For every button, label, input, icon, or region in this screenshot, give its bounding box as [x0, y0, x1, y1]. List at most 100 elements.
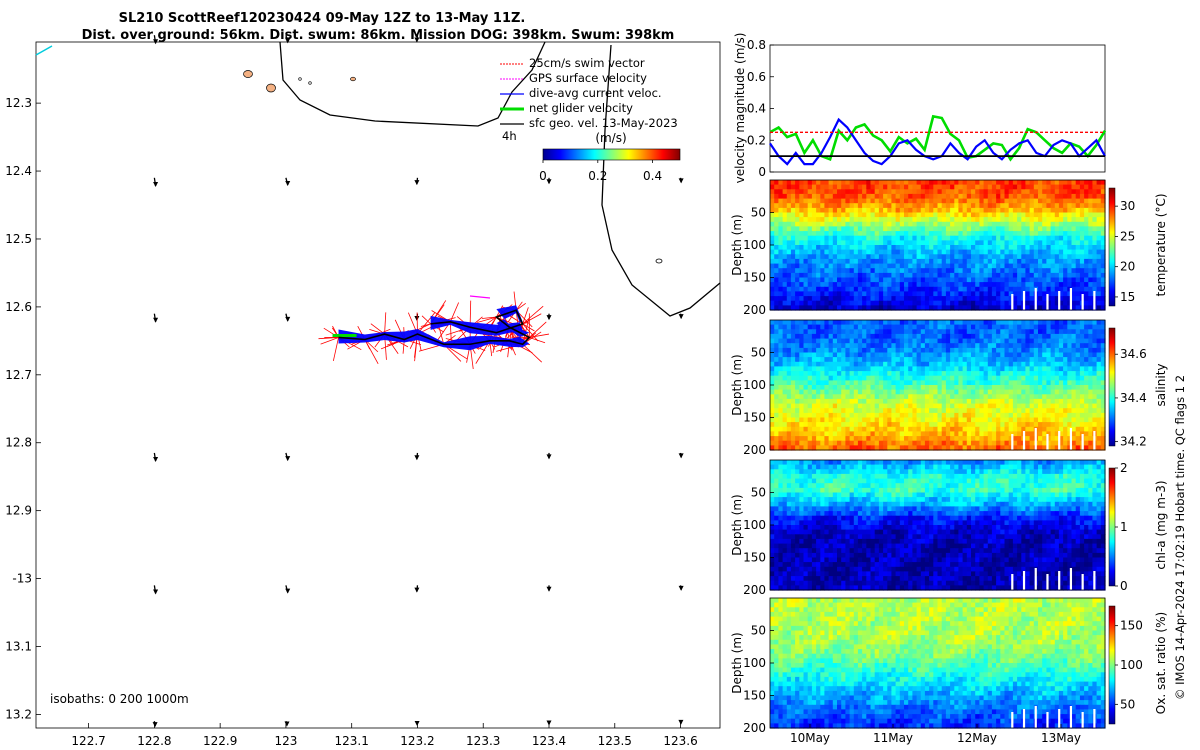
heatmap-cell	[778, 301, 783, 306]
heatmap-cell	[883, 376, 888, 381]
heatmap-cell	[883, 394, 888, 399]
heatmap-cell	[883, 273, 888, 278]
heatmap-cell	[912, 273, 917, 278]
heatmap-cell	[1088, 203, 1093, 208]
heatmap-cell	[854, 254, 859, 259]
heatmap-cell	[938, 399, 943, 404]
heatmap-cell	[984, 296, 989, 301]
heatmap-cell	[837, 199, 842, 204]
heatmap-cell	[979, 291, 984, 296]
heatmap-cell	[963, 199, 968, 204]
heatmap-cell	[1025, 339, 1030, 344]
heatmap-cell	[833, 291, 838, 296]
heatmap-cell	[770, 325, 775, 330]
heatmap-cell	[858, 465, 863, 470]
heatmap-cell	[958, 362, 963, 367]
heatmap-cell	[1067, 339, 1072, 344]
heatmap-cell	[954, 199, 959, 204]
heatmap-cell	[950, 213, 955, 218]
heatmap-cell	[929, 226, 934, 231]
heatmap-cell	[824, 413, 829, 418]
heatmap-cell	[845, 427, 850, 432]
heatmap-cell	[770, 371, 775, 376]
heatmap-cell	[804, 203, 809, 208]
heatmap-cell	[871, 180, 876, 185]
heatmap-cell	[967, 366, 972, 371]
heatmap-cell	[1084, 264, 1089, 269]
heatmap-cell	[904, 404, 909, 409]
heatmap-cell	[942, 385, 947, 390]
heatmap-cell	[824, 301, 829, 306]
heatmap-cell	[984, 325, 989, 330]
heatmap-cell	[954, 339, 959, 344]
heatmap-cell	[1017, 231, 1022, 236]
heatmap-cell	[774, 222, 779, 227]
heatmap-cell	[837, 390, 842, 395]
heatmap-cell	[1072, 264, 1077, 269]
heatmap-cell	[954, 291, 959, 296]
heatmap-cell	[967, 250, 972, 255]
heatmap-cell	[1092, 362, 1097, 367]
heatmap-cell	[778, 278, 783, 283]
heatmap-cell	[820, 245, 825, 250]
heatmap-cell	[891, 404, 896, 409]
heatmap-cell	[1080, 226, 1085, 231]
heatmap-cell	[988, 217, 993, 222]
heatmap-cell	[879, 320, 884, 325]
heatmap-cell	[812, 436, 817, 441]
heatmap-cell	[979, 264, 984, 269]
heatmap-cell	[804, 348, 809, 353]
map-panel: 122.7 122.8 122.9 123 123.1 123.2 123.3 123.4 12…	[5, 35, 720, 748]
heatmap-cell	[808, 180, 813, 185]
heatmap-cell	[850, 325, 855, 330]
heatmap-cell	[850, 217, 855, 222]
heatmap-cell	[808, 259, 813, 264]
heatmap-cell	[1059, 254, 1064, 259]
heatmap-cell	[812, 441, 817, 446]
heatmap-cell	[925, 366, 930, 371]
heatmap-cell	[942, 236, 947, 241]
heatmap-cell	[971, 329, 976, 334]
heatmap-cell	[1059, 245, 1064, 250]
heatmap-cell	[979, 245, 984, 250]
heatmap-cell	[896, 348, 901, 353]
heatmap-cell	[950, 268, 955, 273]
colorbar-tick-label: 20	[1120, 260, 1135, 274]
heatmap-cell	[1025, 343, 1030, 348]
heatmap-cell	[879, 287, 884, 292]
heatmap-cell	[996, 287, 1001, 292]
heatmap-cell	[774, 325, 779, 330]
heatmap-cell	[946, 408, 951, 413]
heatmap-cell	[799, 320, 804, 325]
heatmap-cell	[845, 441, 850, 446]
heatmap-cell	[778, 427, 783, 432]
heatmap-cell	[950, 240, 955, 245]
heatmap-cell	[1055, 273, 1060, 278]
heatmap-cell	[1076, 380, 1081, 385]
heatmap-cell	[1030, 441, 1035, 446]
heatmap-cell	[971, 278, 976, 283]
heatmap-cell	[912, 287, 917, 292]
heatmap-cell	[791, 436, 796, 441]
heatmap-cell	[833, 348, 838, 353]
heatmap-cell	[904, 282, 909, 287]
heatmap-cell	[1034, 362, 1039, 367]
heatmap-cell	[1038, 203, 1043, 208]
heatmap-cell	[795, 371, 800, 376]
heatmap-cell	[1076, 441, 1081, 446]
heatmap-cell	[1000, 357, 1005, 362]
heatmap-cell	[808, 226, 813, 231]
heatmap-cell	[871, 465, 876, 470]
heatmap-cell	[804, 226, 809, 231]
heatmap-cell	[854, 329, 859, 334]
speed-colorbar-tick-label: 0.4	[643, 169, 662, 183]
heatmap-cell	[975, 254, 980, 259]
heatmap-cell	[1025, 422, 1030, 427]
heatmap-cell	[791, 366, 796, 371]
heatmap-cell	[1013, 427, 1018, 432]
heatmap-cell	[875, 460, 880, 465]
heatmap-cell	[891, 296, 896, 301]
heatmap-cell	[975, 380, 980, 385]
heatmap-cell	[933, 203, 938, 208]
heatmap-cell	[1017, 213, 1022, 218]
